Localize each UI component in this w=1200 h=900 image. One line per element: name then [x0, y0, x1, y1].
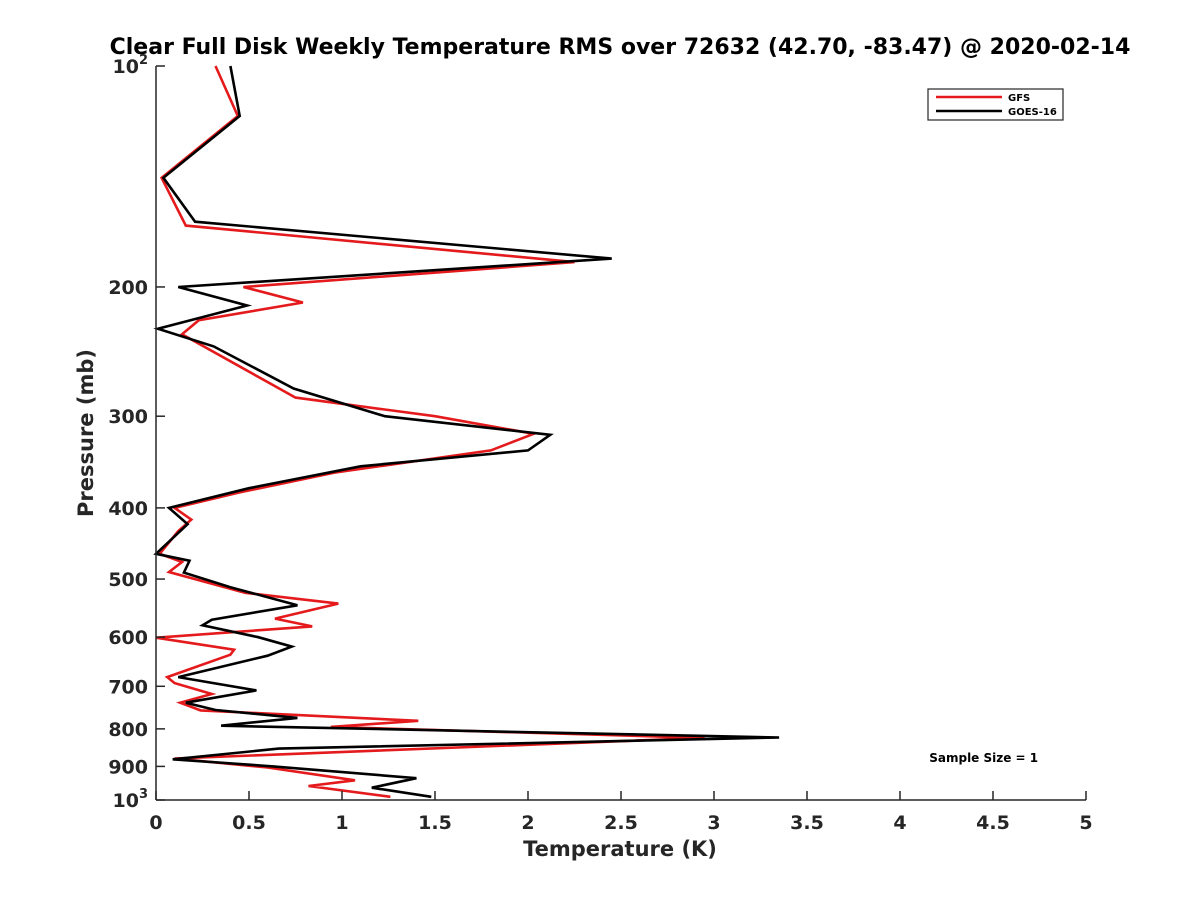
- x-tick-label: 0: [149, 812, 162, 834]
- series-line-gfs: [155, 65, 705, 799]
- chart-title: Clear Full Disk Weekly Temperature RMS o…: [110, 35, 1131, 60]
- y-tick-label: 900: [108, 756, 148, 778]
- x-ticks: 0 0.5 1 1.5 2 2.5 3 3.5 4 4.5 5: [149, 791, 1093, 834]
- x-axis-label: Temperature (K): [523, 837, 717, 861]
- x-tick-label: 1: [335, 812, 348, 834]
- legend: GFS GOES-16: [927, 88, 1064, 121]
- x-tick-label: 2: [521, 812, 534, 834]
- x-tick-label: 2.5: [604, 812, 638, 834]
- x-tick-label: 1.5: [418, 812, 452, 834]
- y-tick-label: 200: [108, 277, 148, 299]
- y-axis-label: Pressure (mb): [74, 349, 98, 517]
- sample-size-annotation: Sample Size = 1: [929, 751, 1038, 765]
- y-ticks: 102 200 300 400 500 600 700 800 900 103: [108, 53, 165, 812]
- legend-label-goes16: GOES-16: [1008, 107, 1057, 118]
- y-tick-label: 700: [108, 676, 148, 698]
- y-tick-label: 103: [113, 787, 149, 812]
- x-tick-label: 4.5: [976, 812, 1010, 834]
- y-tick-label: 800: [108, 719, 148, 741]
- series-line-goes16: [153, 65, 780, 799]
- y-tick-label: 500: [108, 569, 148, 591]
- y-tick-label: 102: [113, 53, 149, 78]
- legend-label-gfs: GFS: [1008, 93, 1030, 104]
- plot-lines: [153, 65, 780, 799]
- y-tick-label: 600: [108, 627, 148, 649]
- y-tick-label: 300: [108, 406, 148, 428]
- legend-box: [927, 88, 1064, 121]
- x-tick-label: 5: [1079, 812, 1092, 834]
- x-tick-label: 4: [893, 812, 906, 834]
- y-tick-label: 400: [108, 498, 148, 520]
- x-tick-label: 0.5: [232, 812, 266, 834]
- x-tick-label: 3.5: [790, 812, 824, 834]
- x-tick-label: 3: [707, 812, 720, 834]
